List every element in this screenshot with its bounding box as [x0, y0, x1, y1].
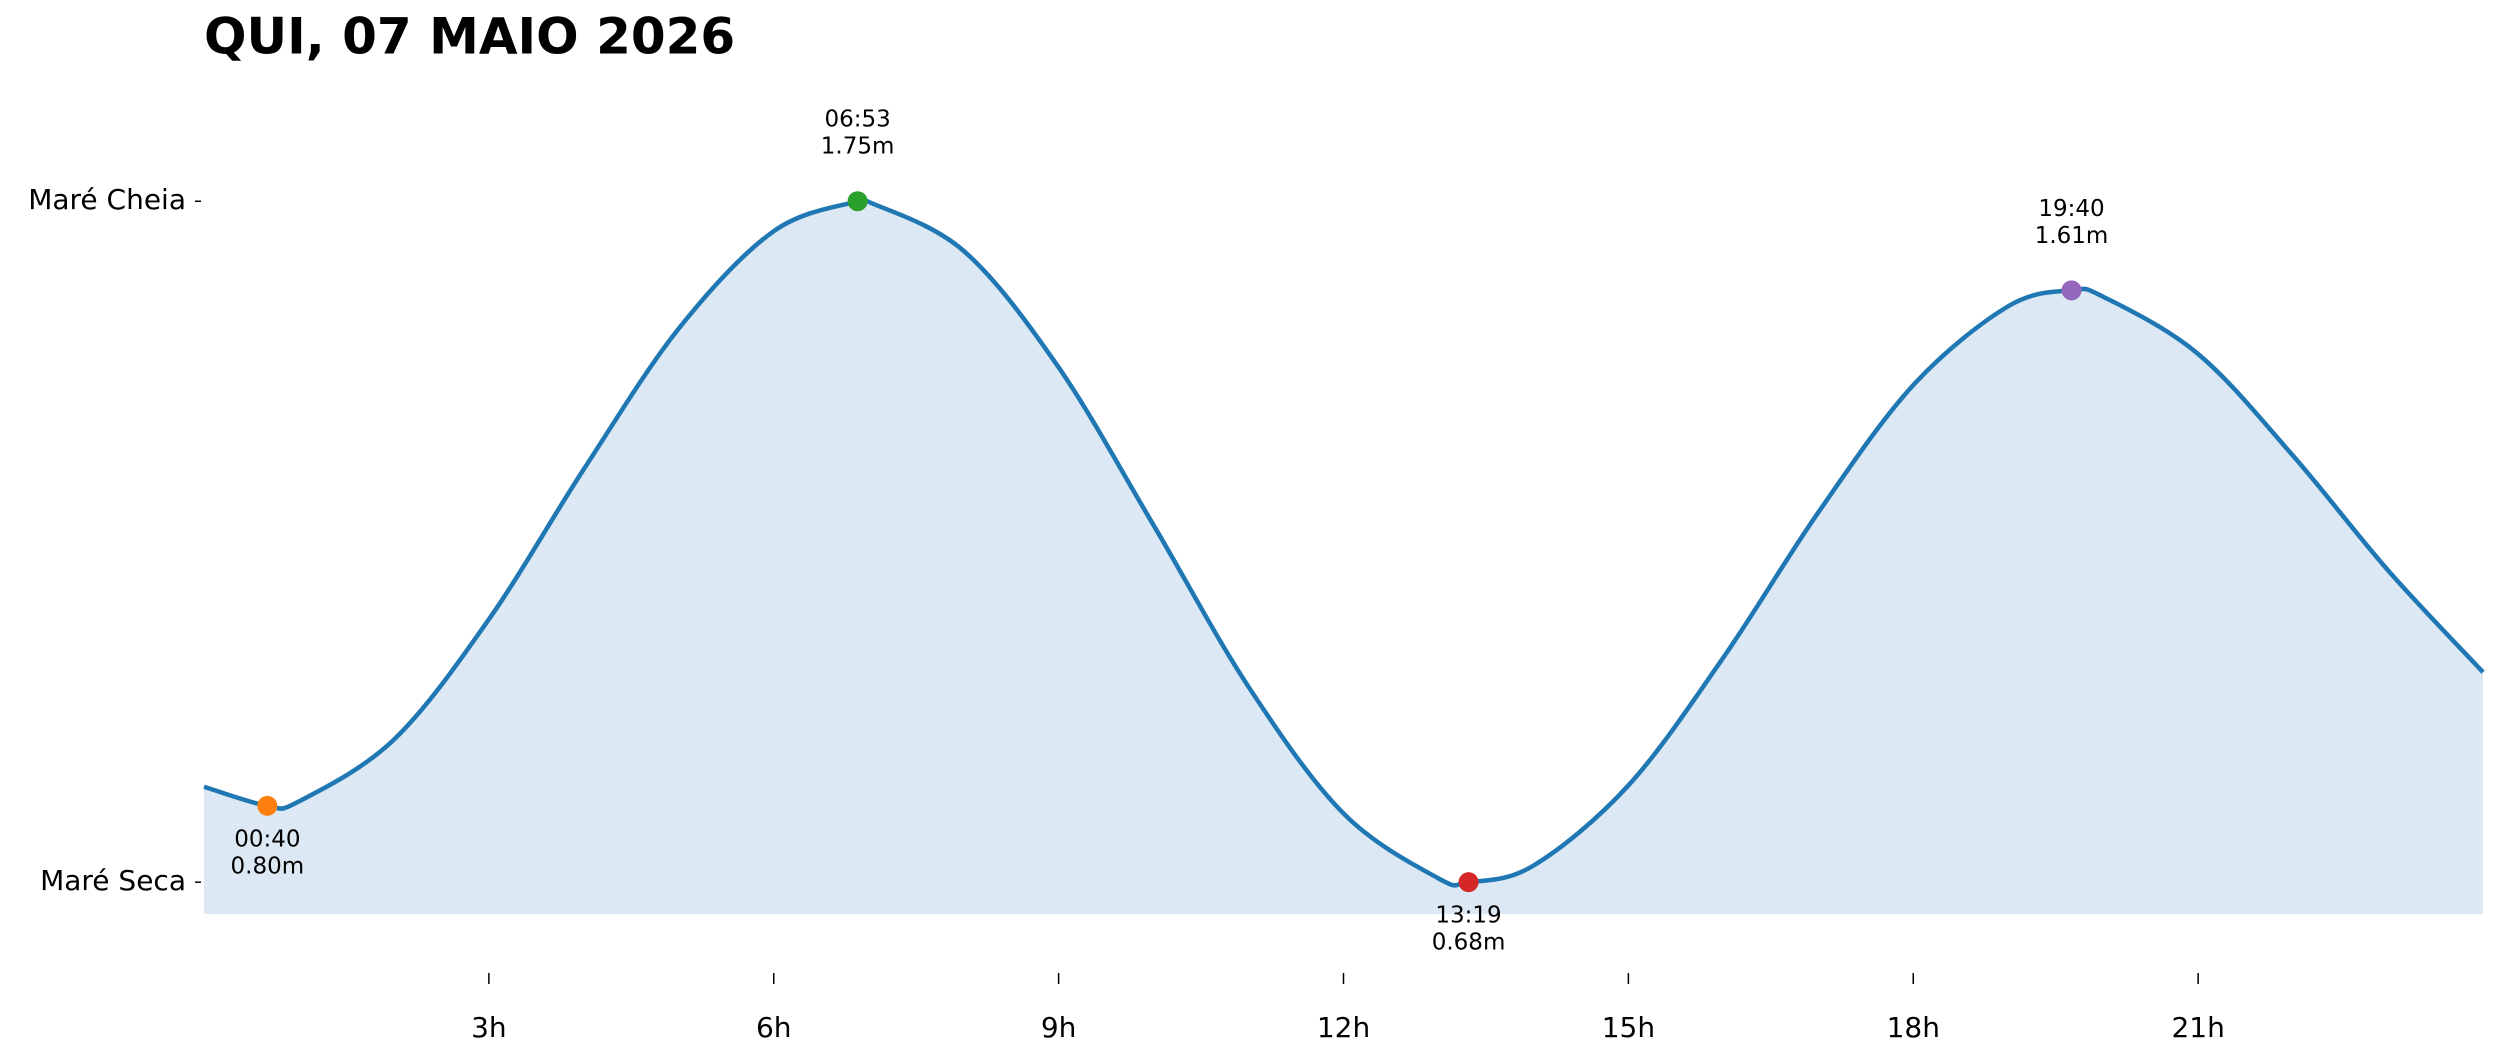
- extreme-height: 0.80m: [231, 853, 305, 879]
- x-tick-label: 15h: [1602, 1011, 1655, 1044]
- x-tick-label: 18h: [1887, 1011, 1940, 1044]
- x-tick-label: 21h: [2171, 1011, 2224, 1044]
- y-tick-label: Maré Seca: [40, 864, 186, 897]
- extreme-time: 06:53: [824, 107, 890, 133]
- extreme-time: 19:40: [2038, 196, 2104, 222]
- x-tick-label: 9h: [1041, 1011, 1077, 1044]
- extreme-point: [847, 191, 868, 212]
- x-tick-label: 3h: [471, 1011, 507, 1044]
- x-tick-label: 6h: [756, 1011, 792, 1044]
- extreme-point: [1458, 872, 1479, 893]
- extreme-height: 0.68m: [1432, 930, 1506, 956]
- tide-area: [204, 196, 2483, 914]
- chart-title: QUI, 07 MAIO 2026: [204, 8, 735, 66]
- x-tick-label: 12h: [1317, 1011, 1370, 1044]
- extreme-time: 00:40: [234, 826, 300, 852]
- extreme-height: 1.75m: [821, 134, 895, 160]
- extreme-height: 1.61m: [2035, 223, 2109, 249]
- extreme-time: 13:19: [1435, 903, 1501, 929]
- y-tick-label: Maré Cheia: [28, 183, 186, 216]
- extreme-point: [257, 795, 278, 816]
- extreme-point: [2061, 280, 2082, 301]
